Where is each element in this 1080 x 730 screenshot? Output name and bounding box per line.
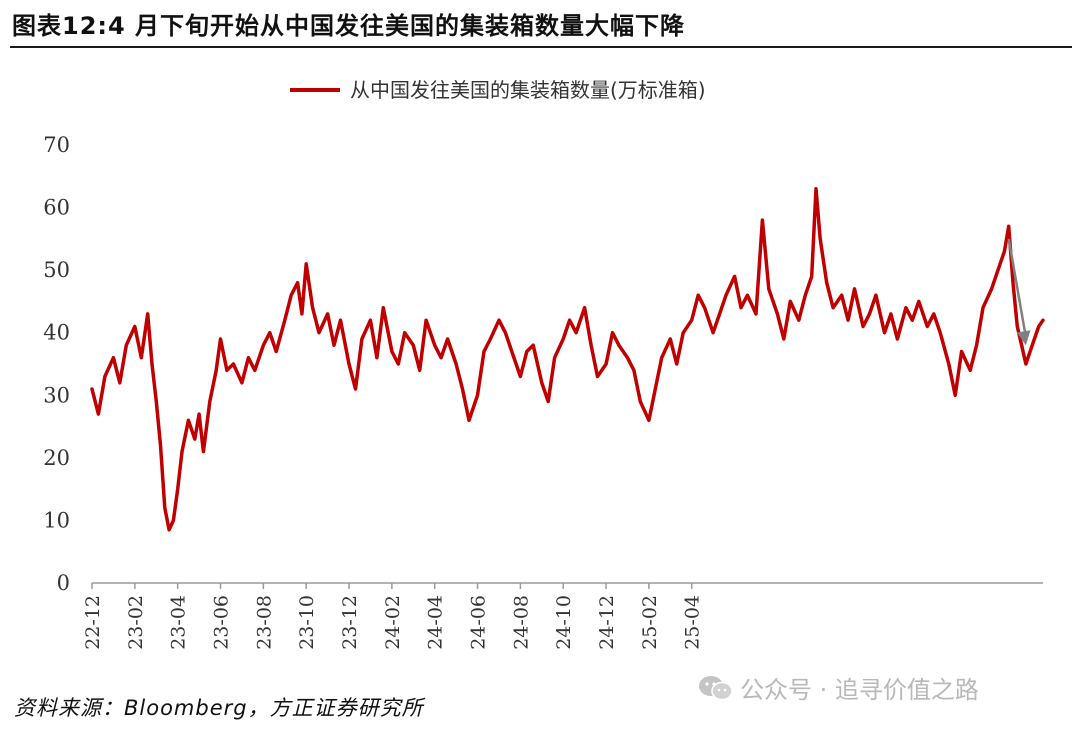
annotation-arrowhead — [1016, 330, 1031, 346]
y-tick-label: 20 — [43, 446, 70, 470]
x-tick-label: 25-02 — [639, 595, 661, 650]
x-tick-label: 23-06 — [211, 595, 233, 650]
x-tick-label: 23-08 — [253, 595, 275, 650]
x-tick-label: 24-06 — [468, 595, 490, 650]
watermark: 公众号 · 追寻价值之路 — [698, 670, 979, 705]
x-tick-label: 25-04 — [682, 595, 704, 650]
legend-label: 从中国发往美国的集装箱数量(万标准箱) — [350, 78, 706, 102]
y-tick-label: 10 — [43, 508, 70, 532]
source-note: 资料来源：Bloomberg，方正证券研究所 — [14, 696, 424, 720]
figure-header: 图表12:4 月下旬开始从中国发往美国的集装箱数量大幅下降 — [10, 0, 1072, 48]
x-tick-label: 24-04 — [425, 595, 447, 650]
annotation-arrow-line — [1007, 238, 1028, 338]
watermark-text: 公众号 · 追寻价值之路 — [740, 676, 979, 704]
figure-footer: 资料来源：Bloomberg，方正证券研究所 公众号 · 追寻价值之路 — [0, 675, 1080, 730]
y-tick-label: 60 — [43, 196, 70, 220]
figure-title: 图表12:4 月下旬开始从中国发往美国的集装箱数量大幅下降 — [12, 12, 686, 40]
x-tick-label: 24-10 — [553, 595, 575, 650]
x-tick-label: 24-02 — [382, 595, 404, 650]
x-tick-label: 23-02 — [125, 595, 147, 650]
plot-area — [90, 187, 1045, 532]
wechat-icon — [699, 675, 733, 700]
x-tick-label: 23-10 — [296, 595, 318, 650]
x-tick-label: 24-12 — [596, 595, 618, 650]
y-tick-label: 70 — [43, 133, 70, 157]
y-axis: 0 10 20 30 40 50 60 70 — [43, 133, 70, 595]
x-tick-label: 22-12 — [82, 595, 104, 650]
y-tick-label: 50 — [43, 258, 70, 282]
y-tick-label: 30 — [43, 383, 70, 407]
x-tick-label: 23-04 — [168, 595, 190, 650]
x-axis: 22-12 23-02 23-04 23-06 23-08 23-10 23-12 24-02… — [82, 582, 1043, 650]
x-tick-label: 24-08 — [510, 595, 532, 650]
y-tick-label: 0 — [57, 571, 70, 595]
chart-legend: 从中国发往美国的集装箱数量(万标准箱) — [290, 78, 706, 102]
line-chart: 从中国发往美国的集装箱数量(万标准箱) 0 10 20 30 40 50 60 70 22-1… — [43, 78, 1045, 650]
y-tick-label: 40 — [43, 321, 70, 345]
series-line — [90, 187, 1045, 532]
x-tick-label: 23-12 — [339, 595, 361, 650]
